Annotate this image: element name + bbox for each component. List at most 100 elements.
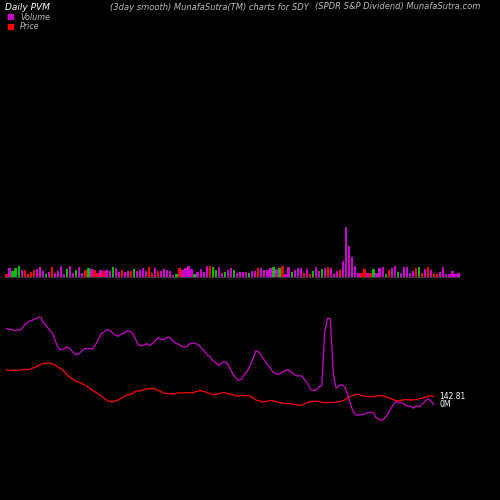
Bar xyxy=(357,274,360,276)
Bar xyxy=(38,268,41,276)
Bar xyxy=(372,270,374,276)
Bar xyxy=(45,274,47,276)
Bar xyxy=(242,272,244,276)
Bar xyxy=(32,270,35,276)
Bar xyxy=(354,266,356,276)
Bar xyxy=(308,274,311,276)
Bar xyxy=(175,274,178,276)
Bar xyxy=(57,270,59,276)
Bar xyxy=(218,267,220,276)
Bar xyxy=(302,273,305,276)
Bar xyxy=(169,271,172,276)
Bar xyxy=(126,270,129,276)
Bar xyxy=(182,270,184,276)
Bar xyxy=(188,266,190,276)
Bar xyxy=(272,266,274,276)
Bar xyxy=(300,268,302,276)
Bar xyxy=(236,274,238,276)
Text: (SPDR S&P Dividend) MunafaSutra.com: (SPDR S&P Dividend) MunafaSutra.com xyxy=(315,2,480,12)
Bar xyxy=(30,272,32,276)
Bar xyxy=(436,274,438,276)
Bar xyxy=(370,272,372,276)
Bar xyxy=(294,270,296,276)
Bar xyxy=(388,270,390,276)
Bar xyxy=(139,270,141,276)
Bar xyxy=(284,274,286,276)
Bar xyxy=(124,272,126,276)
Bar xyxy=(227,270,229,276)
Bar xyxy=(345,228,348,276)
Bar xyxy=(424,268,426,276)
Bar xyxy=(266,270,268,276)
Bar xyxy=(390,268,393,276)
Bar xyxy=(154,268,156,276)
Bar xyxy=(270,268,272,276)
Bar xyxy=(202,272,205,276)
Bar xyxy=(342,262,344,276)
Bar xyxy=(178,268,180,276)
Bar xyxy=(278,268,280,276)
Bar xyxy=(351,257,354,276)
Bar xyxy=(400,273,402,276)
Bar xyxy=(166,270,168,276)
Bar xyxy=(172,274,174,276)
Bar xyxy=(445,274,448,276)
Bar xyxy=(360,272,362,276)
Bar xyxy=(160,271,162,276)
Bar xyxy=(327,268,329,276)
Bar xyxy=(96,272,98,276)
Bar xyxy=(406,266,408,276)
Bar xyxy=(412,270,414,276)
Text: (3day smooth) MunafaSutra(TM) charts for SDY: (3day smooth) MunafaSutra(TM) charts for… xyxy=(110,2,309,12)
Bar xyxy=(142,268,144,276)
Bar xyxy=(114,268,117,276)
Text: 142.81: 142.81 xyxy=(440,392,466,401)
Bar xyxy=(282,266,284,276)
Bar xyxy=(163,269,166,276)
Bar xyxy=(212,267,214,276)
Bar xyxy=(409,273,411,276)
Bar xyxy=(348,246,350,276)
Bar xyxy=(206,266,208,276)
Text: ■: ■ xyxy=(6,12,14,22)
Bar xyxy=(118,272,120,276)
Bar xyxy=(430,270,432,276)
Bar xyxy=(20,270,23,276)
Bar xyxy=(336,271,338,276)
Bar xyxy=(72,272,74,276)
Bar xyxy=(312,272,314,276)
Bar xyxy=(296,268,299,276)
Text: 0M: 0M xyxy=(440,400,451,409)
Bar xyxy=(157,271,160,276)
Bar xyxy=(54,272,56,276)
Bar xyxy=(364,268,366,276)
Bar xyxy=(415,268,417,276)
Bar xyxy=(321,270,323,276)
Bar xyxy=(208,266,211,276)
Bar xyxy=(378,268,381,276)
Bar xyxy=(339,270,342,276)
Bar xyxy=(42,271,44,276)
Bar xyxy=(90,268,92,276)
Bar xyxy=(66,270,68,276)
Bar xyxy=(194,274,196,276)
Bar xyxy=(200,270,202,276)
Bar xyxy=(24,270,26,276)
Bar xyxy=(81,274,84,276)
Bar xyxy=(112,267,114,276)
Bar xyxy=(94,270,96,276)
Bar xyxy=(396,272,399,276)
Bar xyxy=(433,273,436,276)
Bar xyxy=(8,268,10,276)
Bar xyxy=(14,268,17,276)
Bar xyxy=(315,268,317,276)
Bar xyxy=(151,273,154,276)
Bar xyxy=(230,268,232,276)
Bar xyxy=(454,274,456,276)
Bar xyxy=(458,273,460,276)
Bar xyxy=(288,267,290,276)
Bar xyxy=(145,271,147,276)
Bar xyxy=(220,274,223,276)
Text: ■: ■ xyxy=(6,22,14,31)
Bar xyxy=(133,269,135,276)
